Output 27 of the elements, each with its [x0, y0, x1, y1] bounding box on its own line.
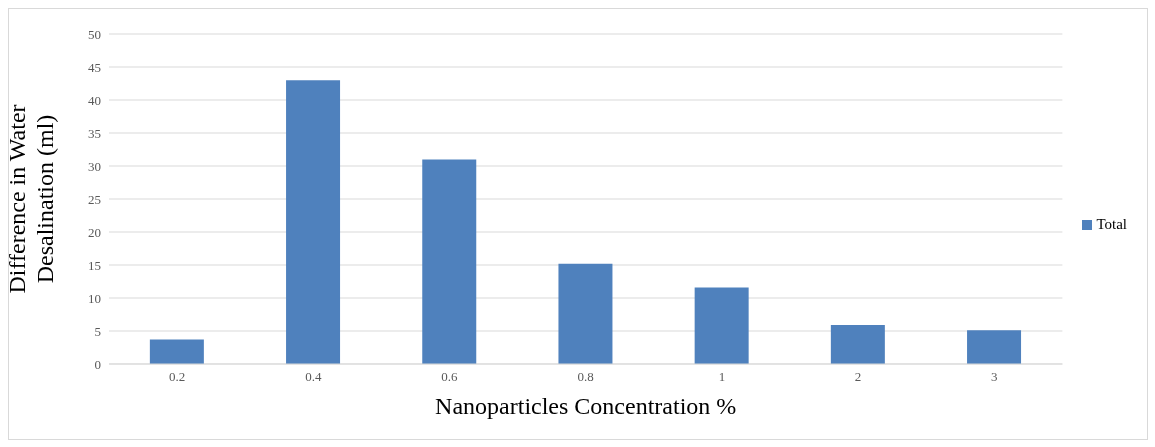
bar: [286, 80, 341, 364]
y-tick-label: 15: [88, 257, 101, 273]
bar: [830, 325, 885, 364]
bar: [422, 159, 477, 364]
y-tick-label: 40: [88, 92, 101, 108]
y-tick-label: 10: [88, 290, 101, 306]
x-tick-label: 0.6: [441, 369, 459, 385]
x-tick-label: 3: [991, 369, 998, 385]
bar: [558, 263, 613, 364]
x-axis-title: Nanoparticles Concentration %: [435, 393, 737, 419]
x-tick-label: 2: [854, 369, 862, 385]
y-tick-label: 45: [88, 59, 101, 75]
y-tick-label: 0: [94, 356, 101, 372]
x-tick-label: 0.4: [305, 369, 322, 385]
bar: [149, 339, 204, 364]
bar: [694, 287, 749, 364]
x-tick-label: 0.2: [168, 369, 186, 385]
legend-label: Total: [1096, 215, 1127, 232]
bar: [967, 330, 1022, 364]
y-tick-label: 30: [88, 158, 101, 174]
y-tick-label: 35: [88, 125, 101, 141]
y-tick-label: 20: [88, 224, 101, 240]
x-tick-label: 0.8: [577, 369, 594, 385]
y-tick-label: 5: [94, 323, 101, 339]
x-tick-label: 1: [718, 369, 726, 385]
y-tick-label: 50: [88, 26, 101, 42]
y-tick-label: 25: [88, 191, 101, 207]
